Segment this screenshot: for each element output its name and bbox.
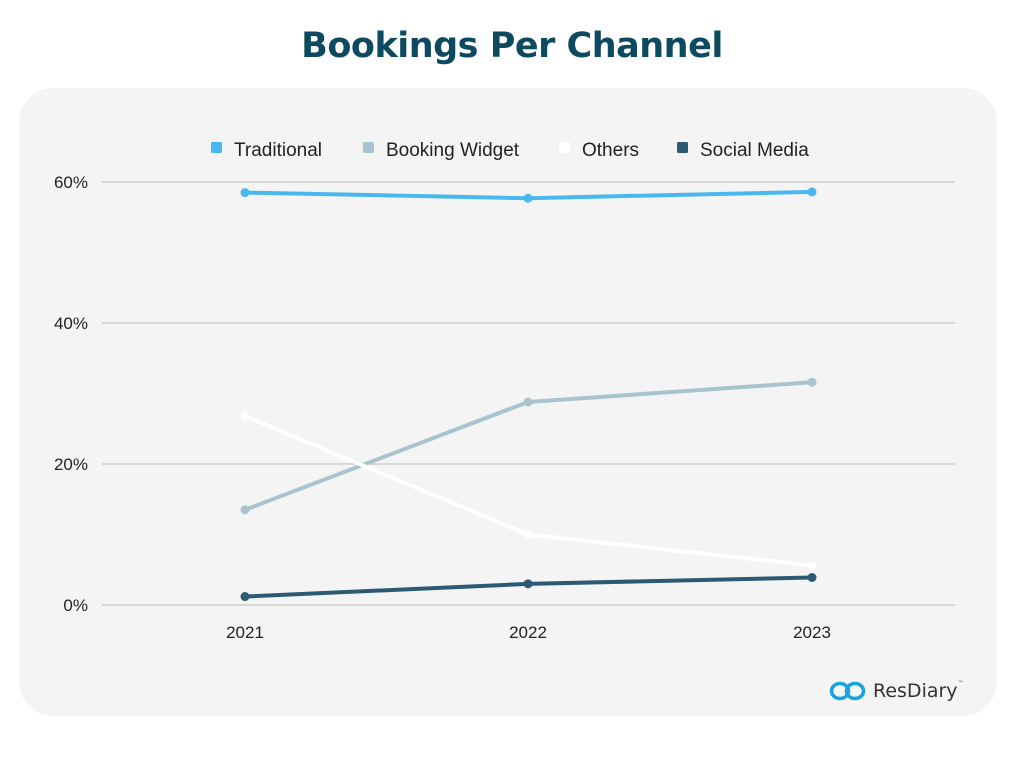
data-point bbox=[807, 573, 817, 583]
brand-name-text: ResDiary bbox=[873, 680, 958, 702]
legend-item: Traditional bbox=[211, 140, 322, 161]
legend-label: Traditional bbox=[234, 140, 322, 161]
data-point bbox=[240, 592, 250, 602]
data-point bbox=[523, 397, 533, 407]
resdiary-logo-icon bbox=[829, 681, 866, 701]
grid-lines bbox=[102, 181, 955, 606]
series-lines bbox=[240, 187, 817, 602]
legend-swatch bbox=[211, 142, 222, 153]
data-point bbox=[807, 187, 817, 197]
legend: Traditional Booking Widget Others Social Me… bbox=[211, 140, 809, 161]
data-point bbox=[807, 377, 817, 387]
legend-label: Social Media bbox=[700, 140, 809, 161]
brand-name: ResDiary™ bbox=[873, 680, 964, 702]
legend-item: Social Media bbox=[677, 140, 809, 161]
data-point bbox=[240, 188, 250, 198]
x-tick-label: 2021 bbox=[226, 623, 264, 642]
chart-card bbox=[19, 88, 997, 716]
data-point bbox=[523, 193, 533, 203]
y-tick-label: 40% bbox=[54, 314, 88, 333]
legend-swatch bbox=[677, 142, 688, 153]
data-point bbox=[523, 579, 533, 589]
series-line bbox=[243, 414, 814, 568]
legend-item: Others bbox=[559, 140, 639, 161]
y-tick-label: 20% bbox=[54, 455, 88, 474]
y-axis-ticks: 0% 20% 40% 60% bbox=[54, 173, 88, 615]
x-tick-label: 2022 bbox=[509, 623, 547, 642]
series-traditional bbox=[240, 187, 817, 203]
data-point bbox=[523, 530, 533, 539]
x-axis-ticks: 2021 2022 2023 bbox=[226, 623, 831, 642]
legend-swatch bbox=[363, 142, 374, 153]
resdiary-logo: ResDiary™ bbox=[829, 676, 964, 706]
legend-label: Booking Widget bbox=[386, 140, 520, 161]
x-tick-label: 2023 bbox=[793, 623, 831, 642]
data-point bbox=[240, 505, 250, 515]
trademark-symbol: ™ bbox=[957, 680, 964, 687]
series-booking-widget bbox=[240, 377, 817, 515]
legend-swatch bbox=[559, 142, 570, 153]
y-tick-label: 60% bbox=[54, 173, 88, 192]
y-tick-label: 0% bbox=[63, 596, 88, 615]
data-point bbox=[240, 411, 250, 421]
data-point bbox=[807, 561, 817, 571]
legend-label: Others bbox=[582, 140, 639, 161]
chart-title: Bookings Per Channel bbox=[301, 26, 723, 66]
series-social-media bbox=[240, 573, 817, 602]
legend-item: Booking Widget bbox=[363, 140, 520, 161]
series-others bbox=[240, 411, 817, 571]
